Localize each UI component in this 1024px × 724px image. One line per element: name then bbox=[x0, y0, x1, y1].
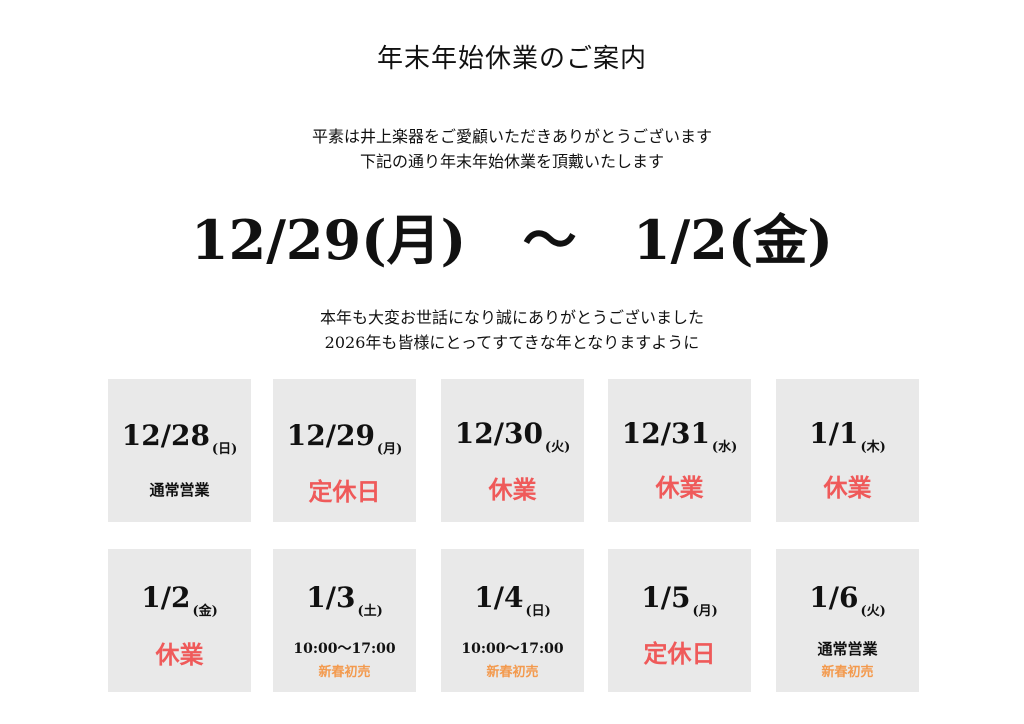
outro-text: 本年も大変お世話になり誠にありがとうございました 2026年も皆様にとってすてき… bbox=[0, 305, 1024, 355]
day-card: 1/1 (木) 休業 bbox=[776, 379, 919, 522]
card-date: 1/4 (日) bbox=[474, 581, 551, 619]
holiday-range: 12/29(月) ～ 1/2(金) bbox=[0, 196, 1024, 275]
card-date: 12/29 (月) bbox=[286, 419, 403, 457]
range-end: 1/2(金) bbox=[632, 208, 833, 272]
card-status: 休業 bbox=[823, 473, 872, 502]
day-card: 12/30 (火) 休業 bbox=[441, 379, 584, 522]
day-card: 1/2 (金) 休業 bbox=[108, 549, 251, 692]
intro-text: 平素は井上楽器をご愛顧いただきありがとうございます 下記の通り年末年始休業を頂戴… bbox=[0, 124, 1024, 174]
card-sale: 新春初売 bbox=[318, 665, 371, 680]
day-card: 1/5 (月) 定休日 bbox=[608, 549, 751, 692]
card-status: 通常営業 bbox=[817, 640, 878, 658]
card-date: 12/28 (日) bbox=[121, 419, 238, 457]
card-date: 1/6 (火) bbox=[809, 581, 886, 619]
card-date: 12/31 (水) bbox=[621, 417, 738, 455]
intro-line-1: 平素は井上楽器をご愛顧いただきありがとうございます bbox=[311, 127, 712, 146]
card-hours: 10:00～17:00 bbox=[461, 641, 564, 657]
day-card: 12/31 (水) 休業 bbox=[608, 379, 751, 522]
card-hours: 10:00～17:00 bbox=[293, 641, 396, 657]
card-date: 1/1 (木) bbox=[809, 417, 886, 455]
range-start: 12/29(月) bbox=[191, 208, 467, 272]
card-status: 休業 bbox=[655, 473, 704, 502]
day-card: 1/3 (土) 10:00～17:00 新春初売 bbox=[273, 549, 416, 692]
card-date: 1/3 (土) bbox=[306, 581, 383, 619]
card-date: 1/5 (月) bbox=[641, 581, 718, 619]
card-status: 定休日 bbox=[643, 639, 716, 668]
day-card: 1/4 (日) 10:00～17:00 新春初売 bbox=[441, 549, 584, 692]
outro-line-1: 本年も大変お世話になり誠にありがとうございました bbox=[319, 308, 704, 327]
page-title: 年末年始休業のご案内 bbox=[376, 44, 647, 74]
card-date: 12/30 (火) bbox=[454, 417, 571, 455]
intro-line-2: 下記の通り年末年始休業を頂戴いたします bbox=[359, 152, 664, 171]
card-status: 休業 bbox=[488, 475, 537, 504]
card-sale: 新春初売 bbox=[486, 665, 539, 680]
card-status: 定休日 bbox=[308, 477, 381, 506]
card-status: 休業 bbox=[155, 640, 204, 669]
card-sale: 新春初売 bbox=[821, 665, 874, 680]
card-status: 通常営業 bbox=[149, 481, 210, 499]
day-card: 12/29 (月) 定休日 bbox=[273, 379, 416, 522]
outro-line-2: 2026年も皆様にとってすてきな年となりますように bbox=[324, 333, 700, 352]
range-separator: ～ bbox=[522, 208, 577, 272]
day-card: 1/6 (火) 通常営業 新春初売 bbox=[776, 549, 919, 692]
day-card: 12/28 (日) 通常営業 bbox=[108, 379, 251, 522]
card-date: 1/2 (金) bbox=[141, 581, 218, 619]
